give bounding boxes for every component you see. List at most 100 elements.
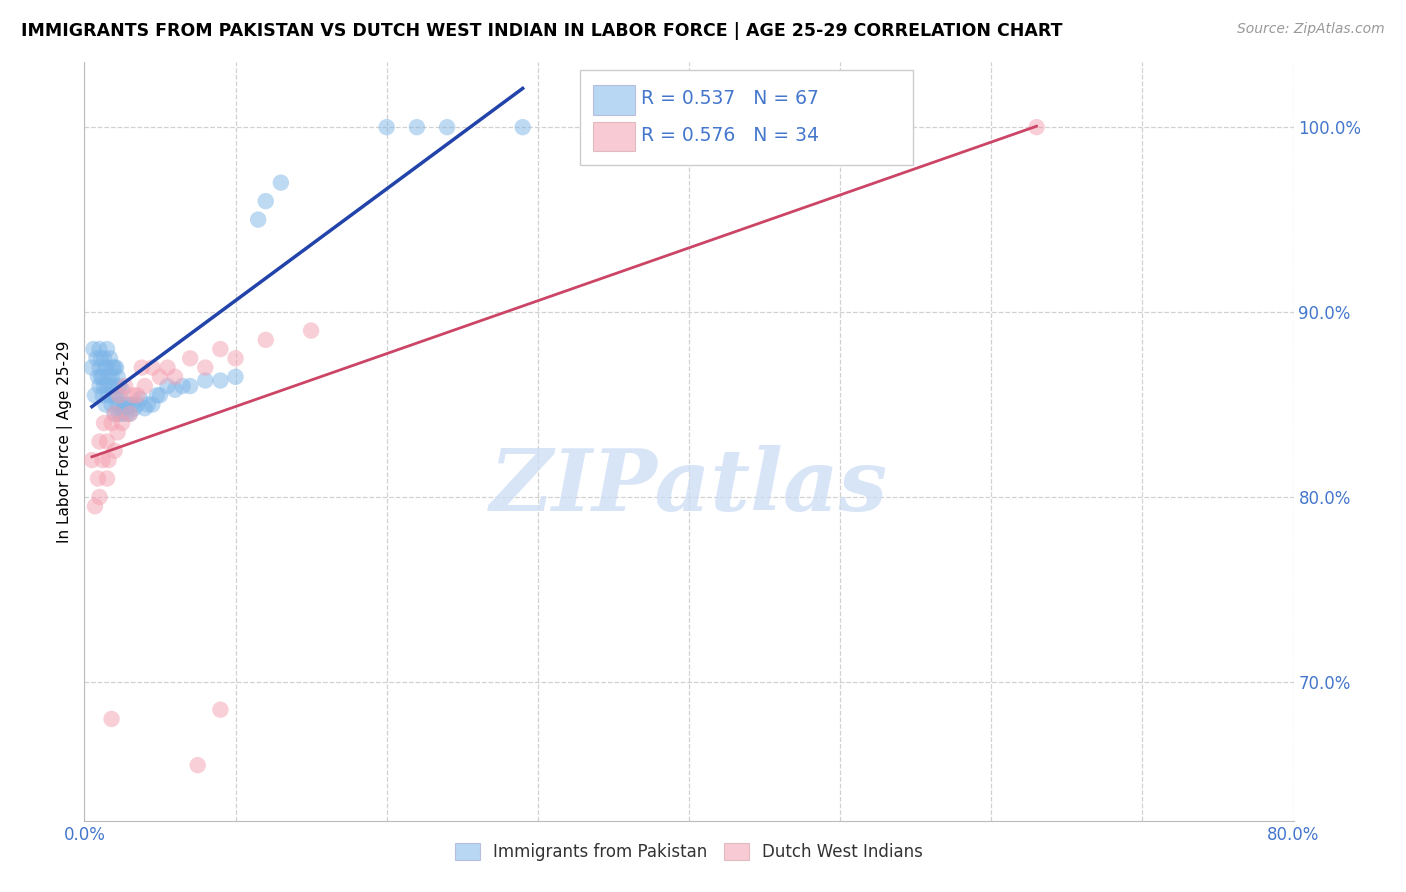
Point <box>91 388 114 402</box>
Point <box>247 212 270 227</box>
Point <box>165 383 187 397</box>
Point <box>141 360 163 375</box>
Point <box>111 407 134 421</box>
Point <box>105 360 128 375</box>
Point <box>172 379 194 393</box>
Point <box>136 398 159 412</box>
Point <box>209 703 232 717</box>
Point <box>146 388 169 402</box>
Point <box>86 351 108 366</box>
Point <box>82 342 104 356</box>
Point <box>134 379 156 393</box>
Point <box>1025 120 1047 135</box>
Point <box>187 758 209 772</box>
Point <box>91 369 114 384</box>
Point <box>104 443 127 458</box>
Point <box>80 360 103 375</box>
Point <box>110 398 132 412</box>
Point <box>93 379 115 393</box>
Point <box>93 416 115 430</box>
Point <box>89 360 111 375</box>
Point <box>100 416 122 430</box>
Point <box>107 398 129 412</box>
Point <box>84 500 107 514</box>
Point <box>104 407 127 421</box>
FancyBboxPatch shape <box>581 70 912 165</box>
Point <box>96 360 118 375</box>
Point <box>194 360 217 375</box>
Point <box>194 374 217 388</box>
Point <box>101 360 124 375</box>
Point <box>98 379 121 393</box>
Point <box>80 453 103 467</box>
Point <box>209 342 232 356</box>
Point <box>100 712 122 726</box>
Point <box>436 120 458 135</box>
Point <box>100 398 122 412</box>
Point <box>108 388 131 402</box>
Point <box>89 379 111 393</box>
Point <box>114 379 136 393</box>
Point <box>89 434 111 449</box>
Point <box>96 471 118 485</box>
Point <box>149 369 172 384</box>
Point <box>127 398 149 412</box>
Point <box>96 379 118 393</box>
Text: R = 0.576   N = 34: R = 0.576 N = 34 <box>641 127 818 145</box>
Point <box>225 369 247 384</box>
Point <box>97 453 120 467</box>
Point <box>254 194 277 208</box>
Point <box>96 342 118 356</box>
Point <box>122 401 145 416</box>
Point <box>156 379 179 393</box>
Text: Source: ZipAtlas.com: Source: ZipAtlas.com <box>1237 22 1385 37</box>
Point <box>90 369 112 384</box>
Point <box>108 379 131 393</box>
Point <box>156 360 179 375</box>
Text: ZIPatlas: ZIPatlas <box>489 445 889 529</box>
Point <box>117 398 139 412</box>
Point <box>96 434 118 449</box>
Point <box>87 471 110 485</box>
Point <box>104 407 127 421</box>
Point <box>114 398 136 412</box>
Point <box>112 401 135 416</box>
Point <box>127 388 149 402</box>
Point <box>254 333 277 347</box>
Point <box>179 351 201 366</box>
Point <box>118 407 141 421</box>
Point <box>512 120 534 135</box>
Y-axis label: In Labor Force | Age 25-29: In Labor Force | Age 25-29 <box>58 341 73 542</box>
Point <box>100 369 122 384</box>
Point <box>129 392 152 406</box>
Point <box>111 383 134 397</box>
Point <box>97 388 120 402</box>
Point <box>89 490 111 504</box>
Point <box>107 425 129 440</box>
Point <box>118 407 141 421</box>
Point <box>105 388 128 402</box>
Point <box>84 388 107 402</box>
Point <box>108 407 131 421</box>
FancyBboxPatch shape <box>593 85 634 115</box>
Text: IMMIGRANTS FROM PAKISTAN VS DUTCH WEST INDIAN IN LABOR FORCE | AGE 25-29 CORRELA: IMMIGRANTS FROM PAKISTAN VS DUTCH WEST I… <box>21 22 1063 40</box>
Point <box>120 398 142 412</box>
Point <box>104 360 127 375</box>
Point <box>107 369 129 384</box>
Point <box>141 398 163 412</box>
Point <box>94 360 117 375</box>
Point <box>179 379 201 393</box>
Point <box>149 388 172 402</box>
FancyBboxPatch shape <box>593 121 634 151</box>
Point <box>134 401 156 416</box>
Point <box>375 120 398 135</box>
Legend: Immigrants from Pakistan, Dutch West Indians: Immigrants from Pakistan, Dutch West Ind… <box>446 834 932 869</box>
Point <box>131 360 153 375</box>
Point <box>91 453 114 467</box>
Point <box>111 416 134 430</box>
Point <box>115 407 138 421</box>
Point <box>98 351 121 366</box>
Point <box>225 351 247 366</box>
Point <box>97 369 120 384</box>
Point <box>406 120 429 135</box>
